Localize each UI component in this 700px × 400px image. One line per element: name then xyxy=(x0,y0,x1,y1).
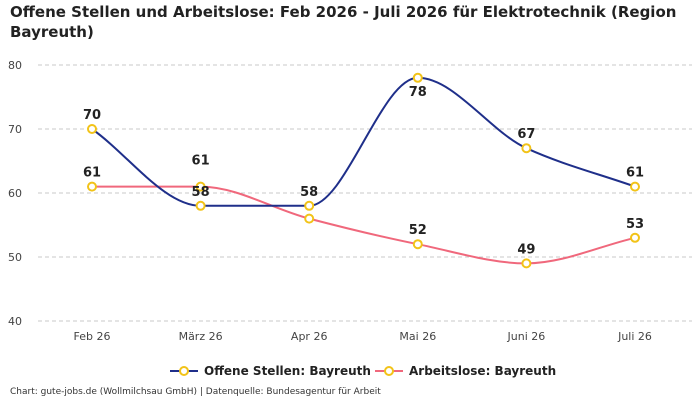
series-line xyxy=(92,185,636,265)
legend-label: Arbeitslose: Bayreuth xyxy=(409,364,556,378)
data-label: 67 xyxy=(517,127,535,142)
data-point xyxy=(521,258,532,269)
y-tick-label: 70 xyxy=(8,123,22,136)
data-point xyxy=(195,200,206,211)
data-point xyxy=(521,143,532,154)
data-point xyxy=(630,232,640,243)
y-tick-label: 50 xyxy=(8,251,22,264)
data-label: 53 xyxy=(626,217,644,232)
data-label: 61 xyxy=(192,154,210,169)
data-label: 58 xyxy=(192,185,210,200)
data-point xyxy=(87,124,97,134)
legend-marker xyxy=(384,366,394,376)
data-label: 78 xyxy=(409,85,427,100)
data-label: 58 xyxy=(300,185,318,200)
data-label: 61 xyxy=(626,166,644,181)
data-point xyxy=(412,239,423,250)
x-tick-label: März 26 xyxy=(179,330,223,343)
chart-title: Offene Stellen und Arbeitslose: Feb 2026… xyxy=(10,3,677,41)
x-tick-label: Feb 26 xyxy=(74,330,111,343)
legend-marker xyxy=(179,366,189,376)
data-label: 70 xyxy=(83,108,101,123)
data-point xyxy=(304,213,315,224)
data-point xyxy=(304,200,315,211)
y-tick-label: 40 xyxy=(8,315,22,328)
x-tick-label: Apr 26 xyxy=(291,330,328,343)
legend-label: Offene Stellen: Bayreuth xyxy=(204,364,371,378)
data-point xyxy=(195,181,206,192)
data-label: 61 xyxy=(83,166,101,181)
data-point xyxy=(412,72,423,83)
y-tick-label: 60 xyxy=(8,187,22,200)
data-label: 49 xyxy=(517,242,535,257)
chart-footer: Chart: gute-jobs.de (Wollmilchsau GmbH) … xyxy=(10,387,381,397)
data-label: 52 xyxy=(409,223,427,238)
x-tick-label: Mai 26 xyxy=(399,330,436,343)
data-point xyxy=(87,181,97,192)
x-tick-label: Juli 26 xyxy=(617,330,652,343)
y-tick-label: 80 xyxy=(8,59,22,72)
data-point xyxy=(630,181,640,192)
x-tick-label: Juni 26 xyxy=(507,330,546,343)
